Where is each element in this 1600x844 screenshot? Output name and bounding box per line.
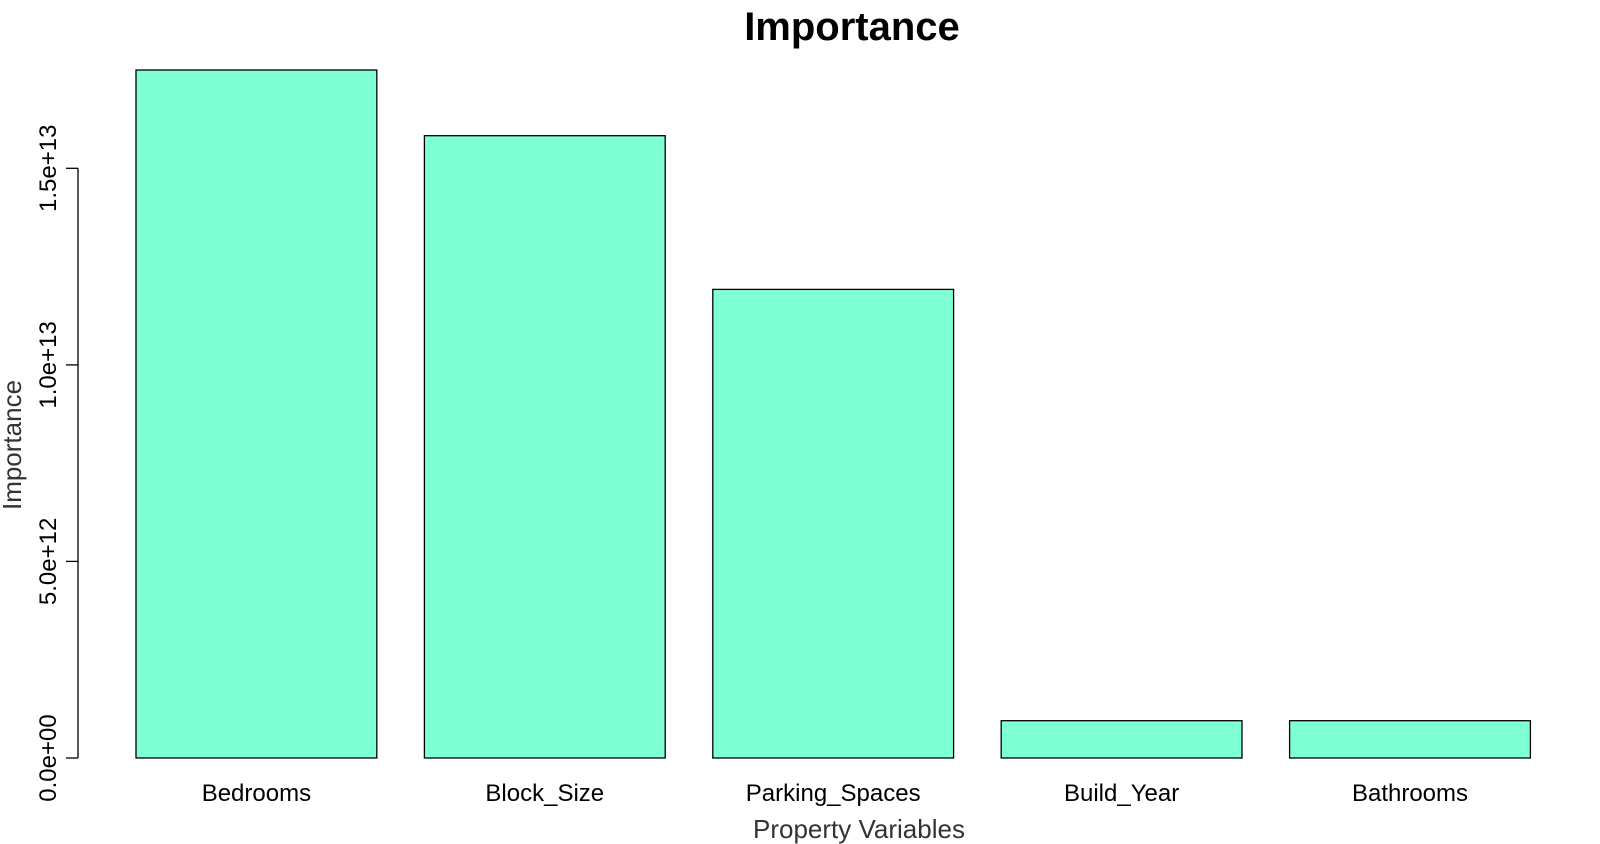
bar-parking-spaces (712, 288, 955, 759)
x-axis-label: Property Variables (753, 814, 965, 844)
bar-build-year (1000, 720, 1243, 759)
x-category-labels: Bedrooms Block_Size Parking_Spaces Build_Ye… (202, 780, 1468, 807)
y-tick-label: 0.0e+00 (35, 714, 62, 801)
x-tick-label: Block_Size (485, 780, 604, 807)
bar-block-size (423, 135, 666, 759)
y-axis: 0.0e+00 5.0e+12 1.0e+13 1.5e+13 (35, 125, 79, 802)
chart-title: Importance (744, 5, 960, 49)
x-tick-label: Parking_Spaces (746, 780, 921, 807)
bar-bedrooms (135, 69, 378, 759)
y-tick-label: 1.5e+13 (35, 125, 62, 212)
x-tick-label: Build_Year (1064, 780, 1179, 807)
y-tick-label: 1.0e+13 (35, 321, 62, 408)
y-tick-label: 5.0e+12 (35, 518, 62, 605)
bar-bathrooms (1288, 720, 1532, 759)
x-tick-label: Bedrooms (202, 780, 311, 807)
bars-group (135, 69, 1532, 759)
y-axis-label: Importance (0, 380, 27, 510)
x-tick-label: Bathrooms (1352, 780, 1468, 807)
